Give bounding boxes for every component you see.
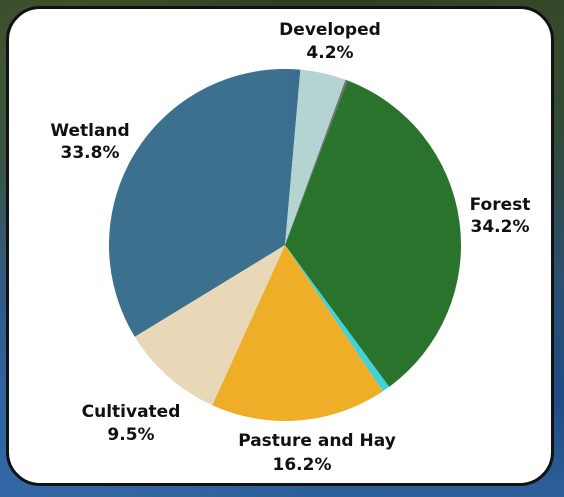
label-developed: Developed <box>279 20 381 40</box>
label-pasture-and-hay: Pasture and Hay <box>238 431 396 451</box>
slice-cultivated <box>134 245 285 406</box>
percent-cultivated: 9.5% <box>107 425 154 445</box>
slice-unlabeled-2 <box>285 79 348 246</box>
percent-wetland: 33.8% <box>61 143 120 163</box>
percent-developed: 4.2% <box>306 43 353 63</box>
slice-pasture-and-hay <box>212 245 383 421</box>
label-wetland: Wetland <box>50 121 129 141</box>
slice-wetland <box>108 68 285 337</box>
slice-unlabeled-0 <box>285 69 301 245</box>
slice-developed <box>285 69 346 246</box>
percent-pasture-and-hay: 16.2% <box>273 455 332 475</box>
percent-forest: 34.2% <box>471 217 530 237</box>
label-forest: Forest <box>470 195 531 215</box>
slice-unlabeled-4 <box>285 245 390 392</box>
slice-forest <box>285 80 462 387</box>
label-cultivated: Cultivated <box>82 402 181 422</box>
